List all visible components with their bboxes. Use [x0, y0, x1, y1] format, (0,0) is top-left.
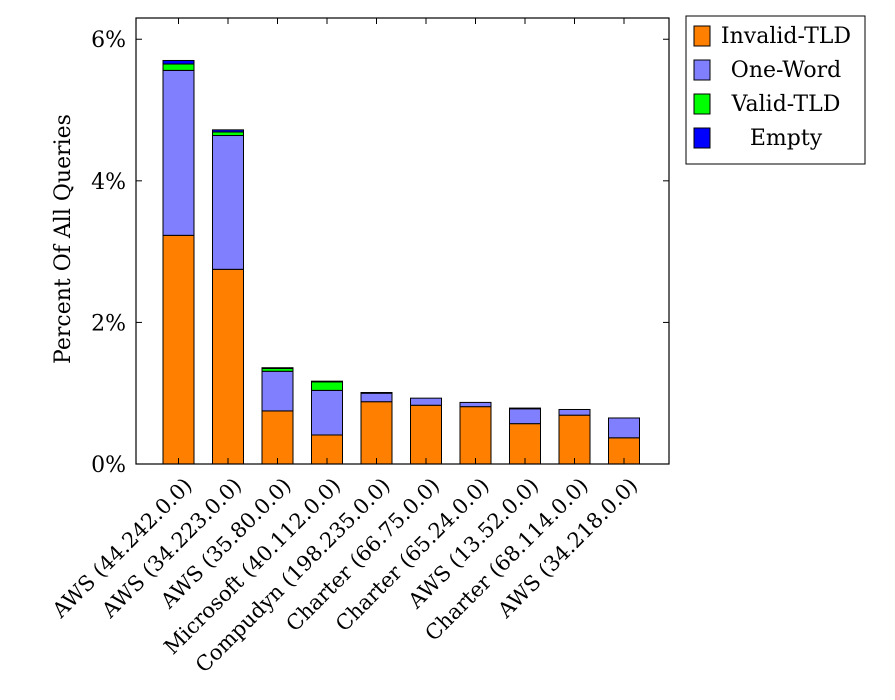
bar-segment-invalid-tld	[509, 423, 541, 465]
legend-swatch-invalid-tld	[693, 25, 711, 47]
bar-segment-one-word	[212, 135, 244, 270]
legend-label: One-Word	[731, 58, 841, 83]
legend-swatch-empty	[693, 127, 711, 149]
bar-segment-one-word	[608, 417, 640, 439]
bar-segment-one-word	[509, 408, 541, 425]
legend-box	[685, 15, 866, 165]
bar-segment-empty	[261, 367, 294, 369]
bar-segment-one-word	[558, 408, 591, 416]
bar-segment-empty	[311, 380, 343, 383]
bar-segment-invalid-tld	[261, 410, 294, 465]
bar-segment-valid-tld	[212, 131, 244, 137]
legend-label: Empty	[750, 126, 823, 151]
bar-segment-invalid-tld	[410, 404, 442, 465]
bar-segment-one-word	[261, 370, 294, 412]
legend-swatch-valid-tld	[693, 93, 711, 115]
bar-segment-valid-tld	[509, 407, 541, 410]
y-axis-title: Percent Of All Queries	[51, 114, 76, 364]
bars-layer	[162, 59, 640, 465]
legend-label: Invalid-TLD	[721, 24, 851, 49]
plot-frame	[135, 17, 670, 465]
bar-segment-empty	[212, 129, 244, 133]
bar-segment-invalid-tld	[459, 406, 492, 465]
bar-segment-one-word	[162, 69, 195, 236]
bar-segment-invalid-tld	[360, 401, 393, 465]
legend-swatch-one-word	[693, 59, 711, 81]
bar-segment-empty	[162, 59, 195, 65]
bar-segment-invalid-tld	[212, 268, 244, 465]
y-tick-label: 2%	[91, 311, 126, 336]
bar-segment-one-word	[459, 401, 492, 408]
legend: Invalid-TLD One-Word Valid-TLD Empty	[685, 15, 866, 165]
bar-segment-invalid-tld	[558, 414, 591, 465]
bar-segment-valid-tld	[311, 381, 343, 391]
y-tick-label: 4%	[91, 170, 126, 195]
bar-segment-one-word	[410, 397, 442, 406]
y-tick-label: 0%	[91, 453, 126, 478]
bar-segment-one-word	[311, 389, 343, 436]
axis-layer	[135, 17, 670, 465]
y-tick-label: 6%	[91, 28, 126, 53]
bar-segment-valid-tld	[162, 63, 195, 71]
bar-segment-valid-tld	[360, 391, 393, 394]
legend-label: Valid-TLD	[731, 92, 841, 117]
bar-segment-one-word	[360, 392, 393, 403]
bar-segment-invalid-tld	[162, 234, 195, 465]
